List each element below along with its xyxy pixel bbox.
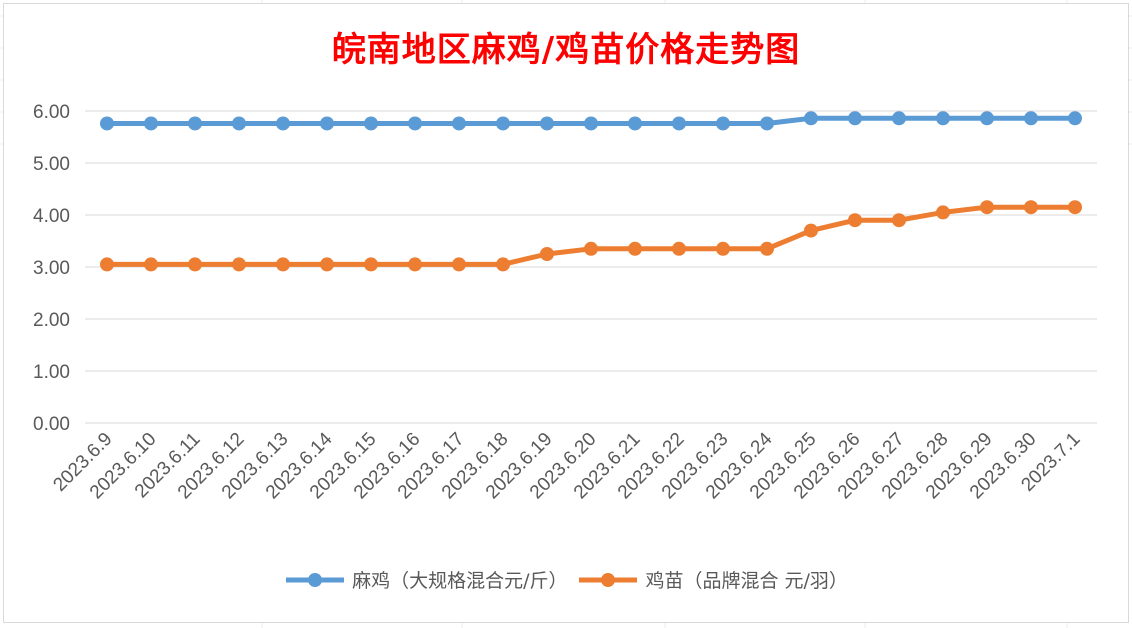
data-point	[584, 116, 598, 131]
data-point	[364, 116, 378, 131]
data-point	[540, 116, 554, 131]
gridlines	[85, 110, 1097, 424]
data-point	[100, 116, 114, 131]
legend: 麻鸡（大规格混合元/斤） 鸡苗（品牌混合 元/羽）	[0, 566, 1132, 593]
legend-item-series-2: 鸡苗（品牌混合 元/羽）	[577, 566, 848, 593]
data-point	[276, 257, 290, 272]
series-layer	[100, 111, 1082, 272]
y-tick-label: 3.00	[33, 258, 70, 279]
data-point	[1024, 200, 1038, 215]
data-point	[584, 241, 598, 256]
data-point	[804, 223, 818, 238]
series-line	[104, 204, 1078, 267]
legend-item-series-1: 麻鸡（大规格混合元/斤）	[284, 566, 567, 593]
data-point	[232, 116, 246, 131]
y-tick-label: 2.00	[33, 310, 70, 331]
legend-label-series-1: 麻鸡（大规格混合元/斤）	[352, 570, 568, 592]
data-point	[144, 116, 158, 131]
data-point	[628, 241, 642, 256]
data-point	[716, 116, 730, 131]
data-point	[188, 116, 202, 131]
data-point	[452, 257, 466, 272]
x-axis-ticks: 2023.6.92023.6.102023.6.112023.6.122023.…	[49, 428, 1084, 503]
data-point	[276, 116, 290, 131]
data-point	[716, 241, 730, 256]
y-tick-label: 5.00	[33, 154, 70, 175]
data-point	[892, 111, 906, 126]
y-tick-label: 1.00	[33, 362, 70, 383]
data-point	[980, 111, 994, 126]
data-point	[320, 116, 334, 131]
data-point	[100, 257, 114, 272]
data-point	[408, 257, 422, 272]
data-point	[1068, 111, 1082, 126]
data-point	[408, 116, 422, 131]
data-point	[144, 257, 158, 272]
data-point	[1068, 200, 1082, 215]
y-tick-label: 6.00	[33, 102, 70, 123]
data-point	[672, 241, 686, 256]
legend-swatch-series-2	[579, 572, 638, 587]
data-point	[320, 257, 334, 272]
chart-title: 皖南地区麻鸡/鸡苗价格走势图	[331, 30, 801, 70]
data-point	[628, 116, 642, 131]
data-point	[672, 116, 686, 131]
data-point	[980, 200, 994, 215]
data-point	[892, 213, 906, 228]
data-point	[188, 257, 202, 272]
series-2	[100, 200, 1082, 272]
chart-area	[3, 3, 1129, 623]
data-point	[452, 116, 466, 131]
data-point	[1024, 111, 1038, 126]
series-1	[100, 111, 1082, 131]
data-point	[936, 111, 950, 126]
data-point	[540, 247, 554, 261]
data-point	[496, 116, 510, 131]
data-point	[364, 257, 378, 272]
data-point	[232, 257, 246, 272]
data-point	[804, 111, 818, 126]
data-point	[848, 213, 862, 228]
y-tick-label: 0.00	[33, 414, 70, 435]
legend-label-series-2: 鸡苗（品牌混合 元/羽）	[645, 570, 848, 592]
data-point	[496, 257, 510, 272]
data-point	[848, 111, 862, 126]
legend-swatch-series-1	[286, 572, 345, 587]
data-point	[760, 241, 774, 256]
data-point	[760, 116, 774, 131]
y-axis-ticks: 0.00 1.00 2.00 3.00 4.00 5.00 6.00	[33, 102, 70, 435]
data-point	[936, 205, 950, 220]
y-tick-label: 4.00	[33, 206, 70, 227]
